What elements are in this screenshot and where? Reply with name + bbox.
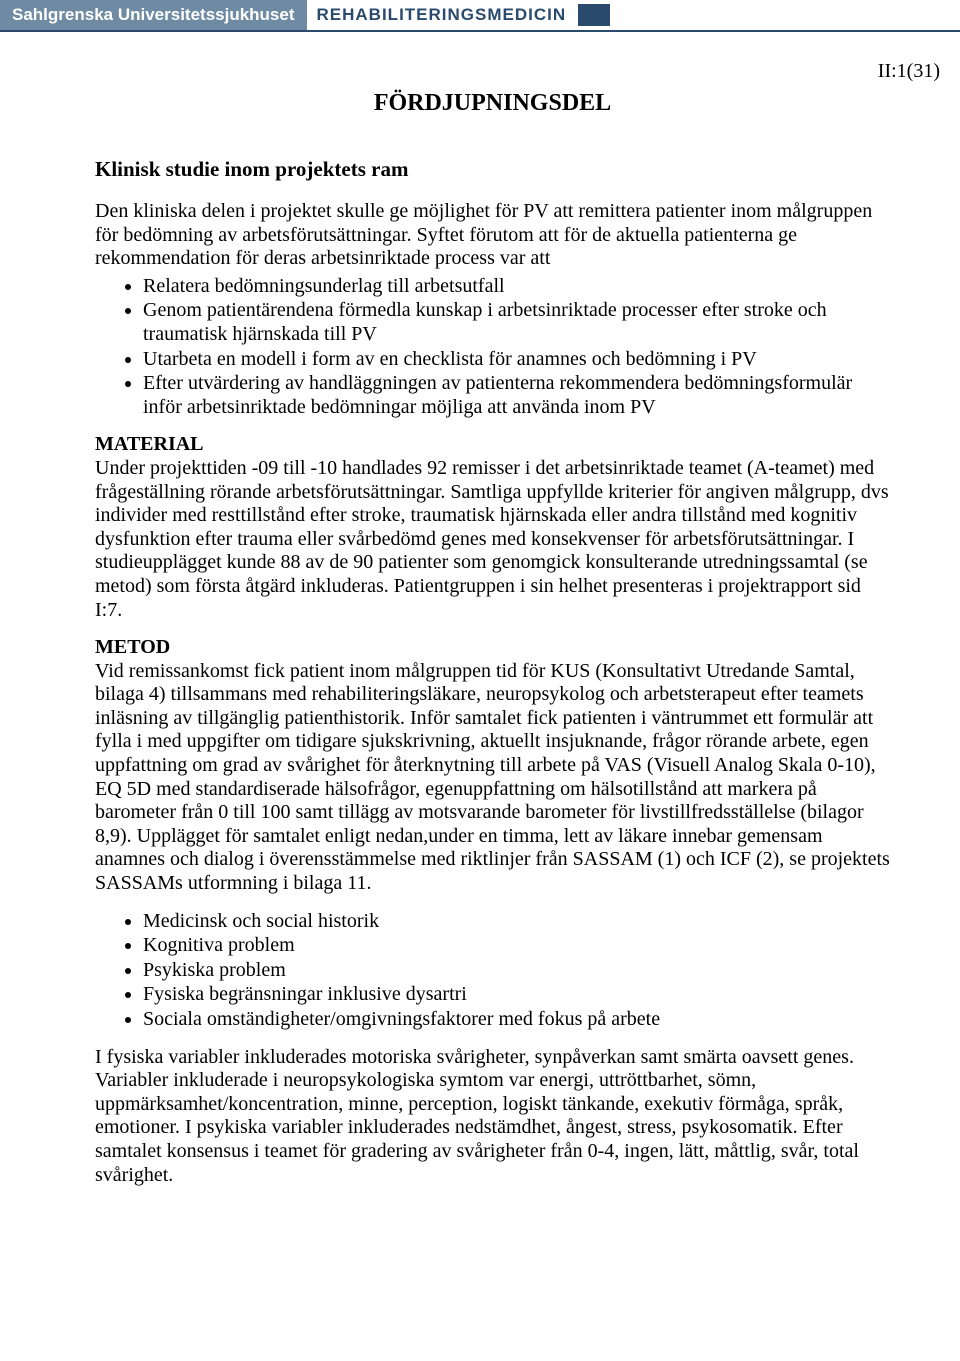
metod-heading: METOD (95, 636, 890, 660)
material-paragraph: Under projekttiden -09 till -10 handlade… (95, 457, 890, 622)
list-item: Medicinsk och social historik (143, 910, 890, 934)
document-header: Sahlgrenska Universitetssjukhuset REHABI… (0, 0, 960, 32)
metod-list: Medicinsk och social historik Kognitiva … (95, 910, 890, 1032)
material-heading: MATERIAL (95, 433, 890, 457)
objectives-list: Relatera bedömningsunderlag till arbetsu… (95, 275, 890, 420)
page-body: II:1(31) FÖRDJUPNINGSDEL Klinisk studie … (0, 32, 960, 1231)
intro-paragraph: Den kliniska delen i projektet skulle ge… (95, 200, 890, 271)
closing-paragraph: I fysiska variabler inkluderades motoris… (95, 1046, 890, 1188)
org-name: Sahlgrenska Universitetssjukhuset (0, 0, 307, 30)
list-item: Relatera bedömningsunderlag till arbetsu… (143, 275, 890, 299)
list-item: Psykiska problem (143, 959, 890, 983)
list-item: Fysiska begränsningar inklusive dysartri (143, 983, 890, 1007)
list-item: Genom patientärendena förmedla kunskap i… (143, 299, 890, 346)
page-number: II:1(31) (878, 60, 940, 83)
metod-paragraph: Vid remissankomst fick patient inom målg… (95, 660, 890, 896)
list-item: Sociala omständigheter/omgivningsfaktore… (143, 1008, 890, 1032)
list-item: Efter utvärdering av handläggningen av p… (143, 372, 890, 419)
document-title: FÖRDJUPNINGSDEL (95, 90, 890, 117)
section-subtitle: Klinisk studie inom projektets ram (95, 157, 890, 182)
dept-name: REHABILITERINGSMEDICIN (307, 5, 567, 25)
list-item: Utarbeta en modell i form av en checklis… (143, 348, 890, 372)
accent-box (578, 4, 610, 26)
list-item: Kognitiva problem (143, 934, 890, 958)
